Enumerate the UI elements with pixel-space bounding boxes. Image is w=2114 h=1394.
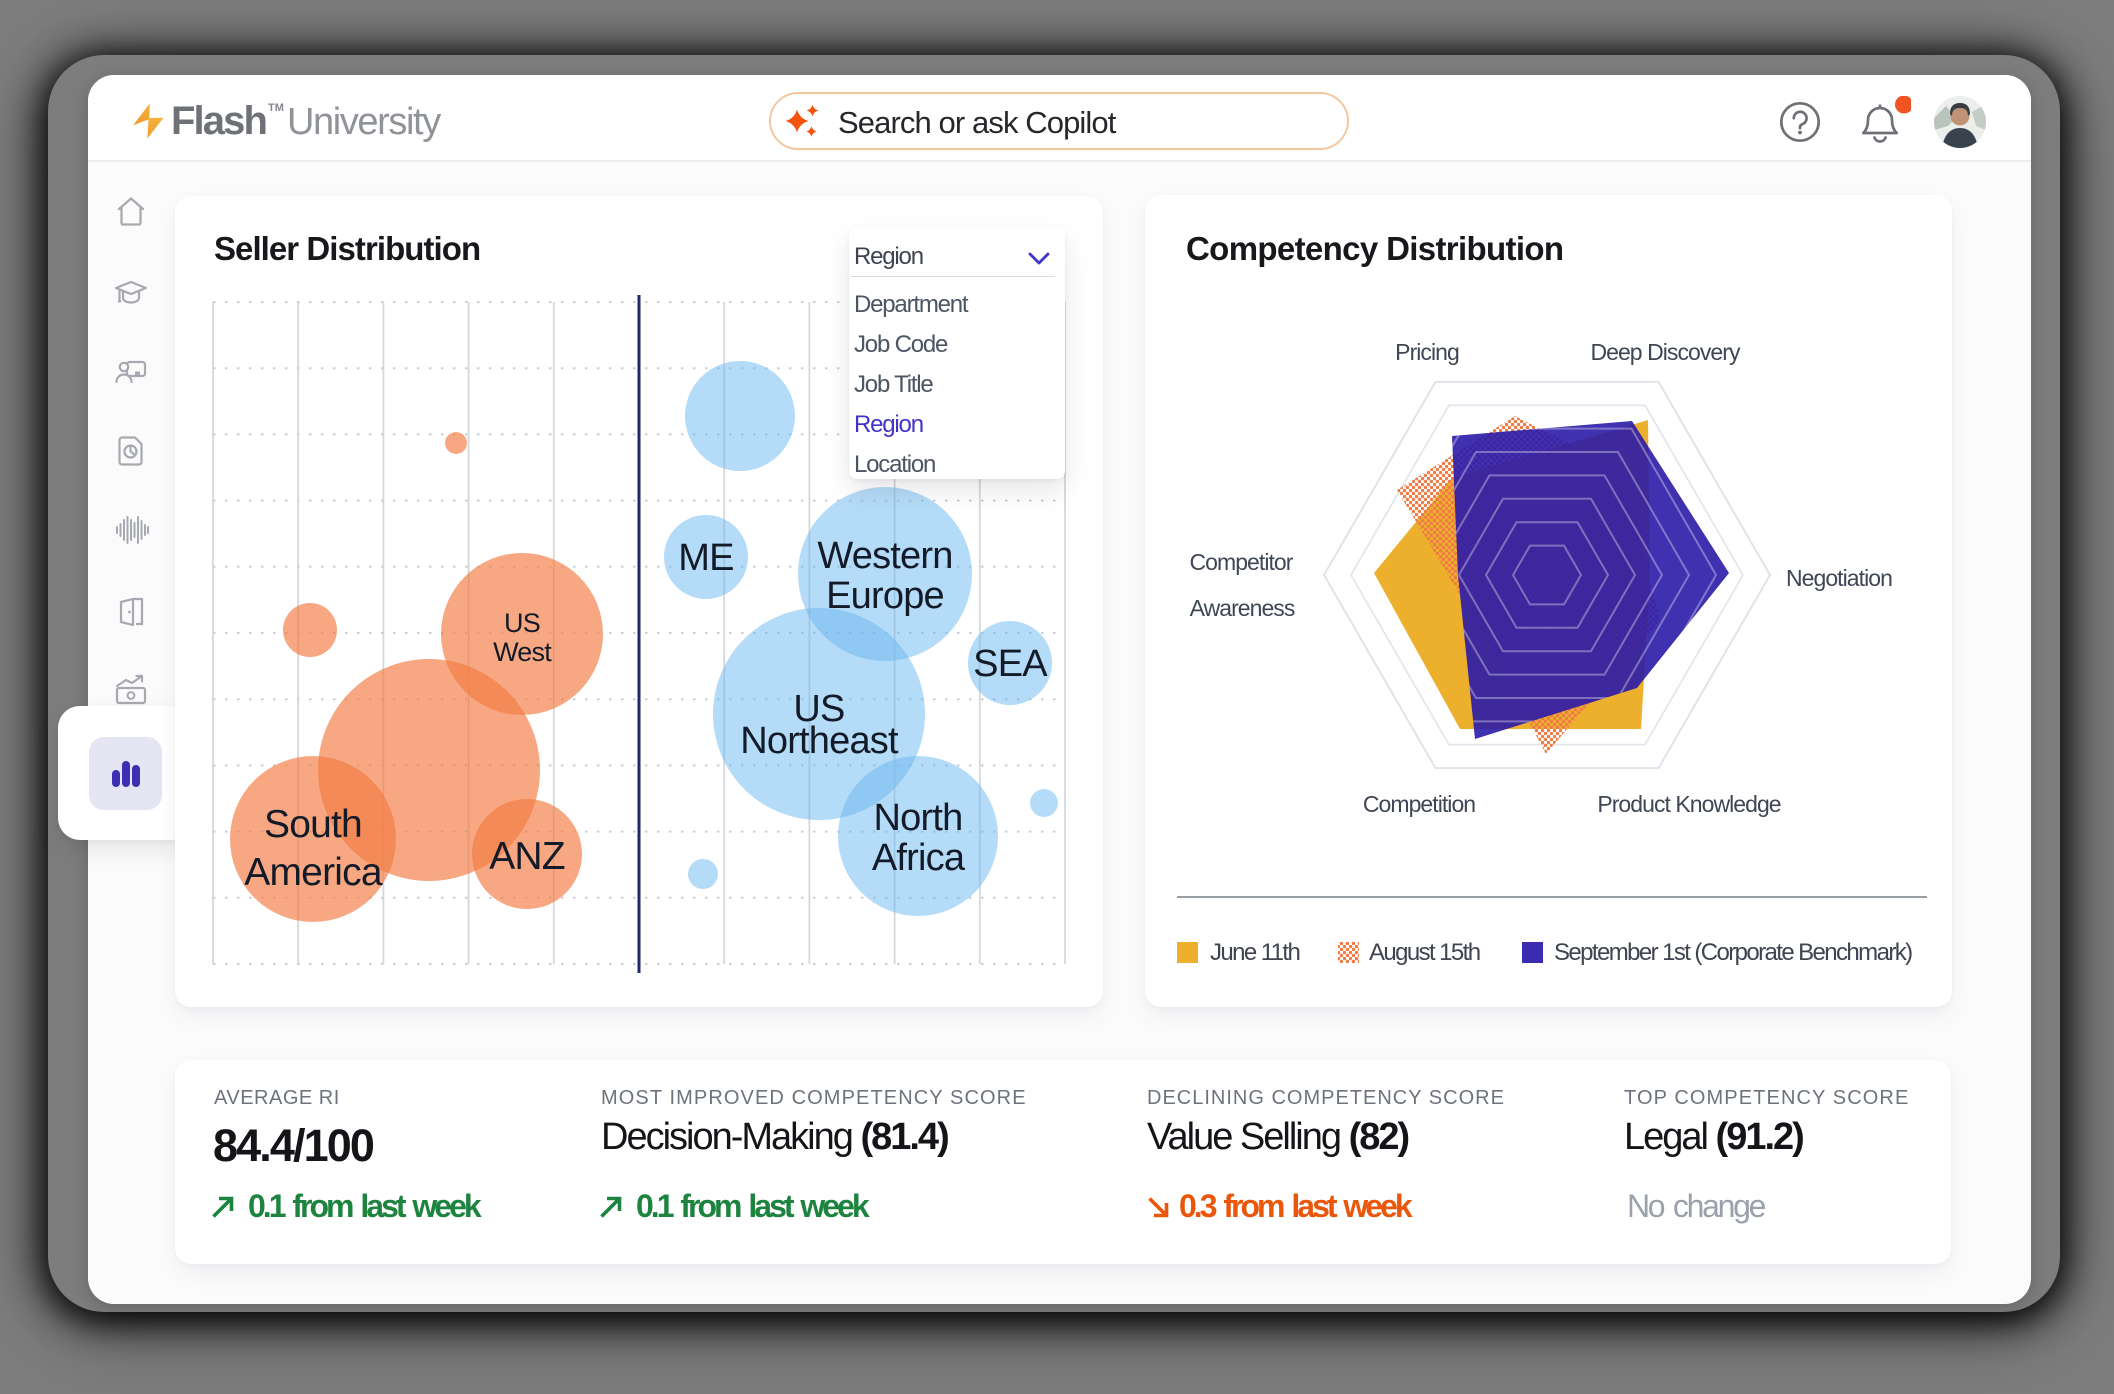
svg-text:North: North <box>874 797 963 839</box>
svg-text:June 11th: June 11th <box>1210 939 1299 966</box>
svg-text:Competitor: Competitor <box>1190 549 1294 575</box>
svg-text:Negotiation: Negotiation <box>1786 565 1892 591</box>
svg-text:South: South <box>264 803 362 846</box>
svg-text:Awareness: Awareness <box>1190 595 1295 621</box>
svg-text:Europe: Europe <box>826 575 944 617</box>
svg-text:Deep Discovery: Deep Discovery <box>1590 339 1740 365</box>
svg-text:Competition: Competition <box>1363 791 1475 817</box>
svg-text:ANZ: ANZ <box>489 835 565 878</box>
svg-text:Africa: Africa <box>872 837 966 879</box>
svg-text:August 15th: August 15th <box>1369 939 1480 966</box>
svg-text:SEA: SEA <box>973 643 1048 685</box>
svg-text:ME: ME <box>678 537 733 579</box>
svg-text:Pricing: Pricing <box>1395 339 1459 365</box>
svg-text:Western: Western <box>817 535 952 577</box>
svg-text:Northeast: Northeast <box>740 720 899 762</box>
svg-text:US: US <box>504 608 540 638</box>
svg-text:West: West <box>493 637 552 667</box>
svg-text:America: America <box>244 851 383 894</box>
svg-text:US: US <box>793 688 844 730</box>
svg-text:Product Knowledge: Product Knowledge <box>1597 791 1780 817</box>
svg-text:September 1st (Corporate Bench: September 1st (Corporate Benchmark) <box>1554 939 1912 966</box>
